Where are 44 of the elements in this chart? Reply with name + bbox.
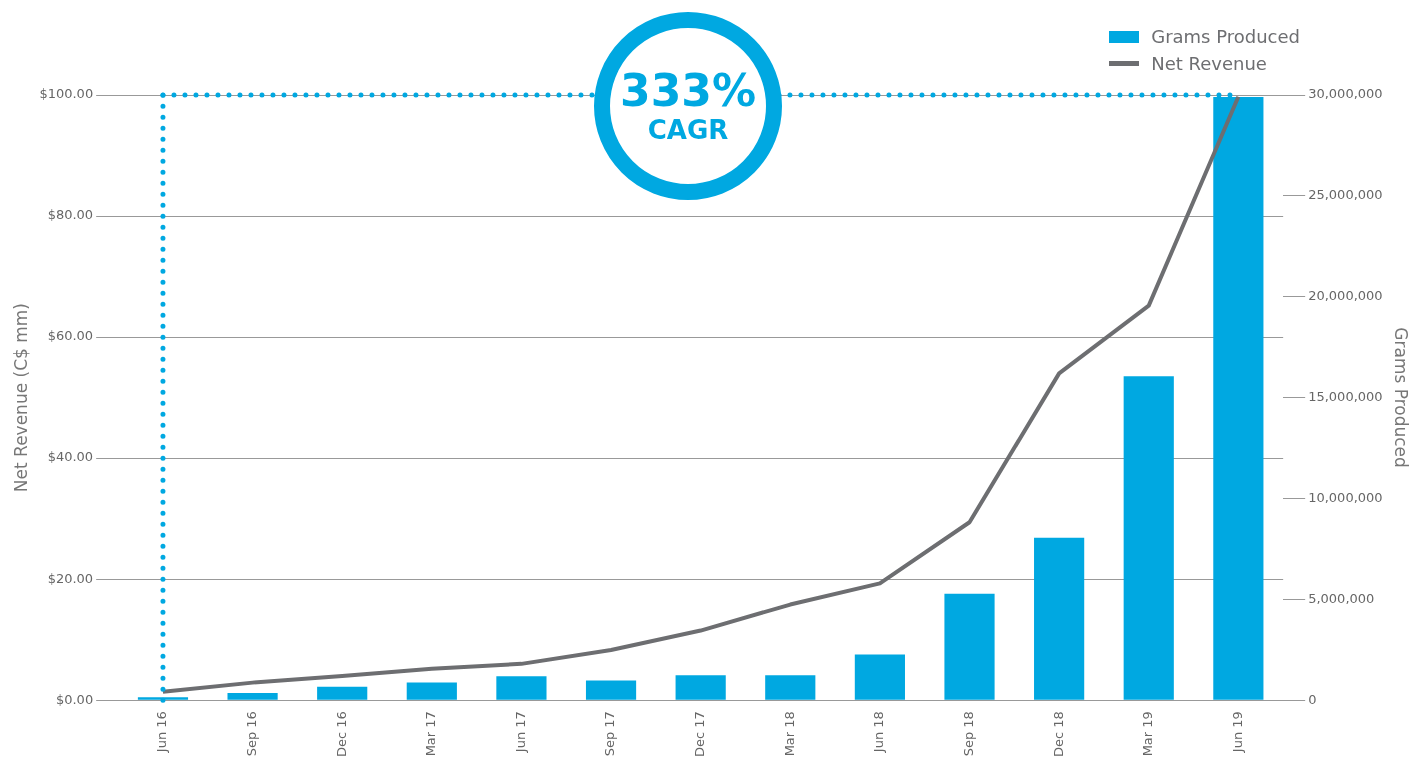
x-tick-label: Mar 19 [1140, 711, 1156, 757]
bar [765, 675, 816, 700]
y-tick-label: $40.00 [47, 449, 94, 465]
bar [406, 682, 457, 700]
legend-label: Net Revenue [1151, 53, 1267, 74]
x-tick-label: Dec 18 [1050, 711, 1066, 758]
x-tick-label: Dec 17 [692, 711, 708, 758]
x-tick-label: Jun 16 [154, 711, 170, 754]
x-tick-label: Mar 18 [781, 711, 797, 757]
y-tick-label: $20.00 [47, 570, 94, 586]
y2-tick-label: 10,000,000 [1308, 489, 1383, 505]
bar [585, 680, 637, 700]
ring-badge: 333% CAGR [594, 12, 782, 200]
y-tick-label: $0.00 [55, 691, 94, 707]
y2-tick-label: 15,000,000 [1308, 388, 1383, 404]
y2-tick-label: 30,000,000 [1308, 86, 1383, 102]
x-tick-label: Mar 17 [423, 711, 439, 757]
y2-tick-label: 20,000,000 [1308, 288, 1383, 304]
y-tick-label: $80.00 [47, 207, 94, 223]
bar [944, 593, 995, 700]
x-tick-label: Sep 18 [960, 711, 976, 757]
x-tick-label: Jun 19 [1229, 711, 1245, 754]
bar [496, 676, 547, 700]
x-tick-label: Jun 17 [512, 711, 528, 754]
bar [317, 686, 368, 700]
bar [1034, 537, 1085, 700]
bar [854, 654, 905, 700]
bar [1123, 376, 1174, 700]
annotation: CAGR [647, 115, 729, 145]
x-tick-label: Jun 18 [871, 711, 887, 754]
y2-tick-label: 25,000,000 [1308, 187, 1383, 203]
x-tick-label: Sep 16 [243, 711, 259, 757]
annotation: 333% [620, 65, 756, 116]
bar [227, 692, 278, 700]
x-tick-label: Sep 17 [602, 711, 618, 757]
y-tick-label: $100.00 [39, 86, 94, 102]
y2-tick-label: 5,000,000 [1308, 590, 1375, 606]
y2-tick-label: 0 [1308, 691, 1317, 707]
y2-axis-title: Grams Produced [1391, 327, 1412, 468]
x-tick-label: Dec 16 [333, 711, 349, 758]
y-axis-title: Net Revenue (C$ mm) [10, 303, 31, 493]
legend-label: Grams Produced [1151, 26, 1300, 47]
y-tick-label: $60.00 [47, 328, 94, 344]
bar [675, 675, 726, 700]
